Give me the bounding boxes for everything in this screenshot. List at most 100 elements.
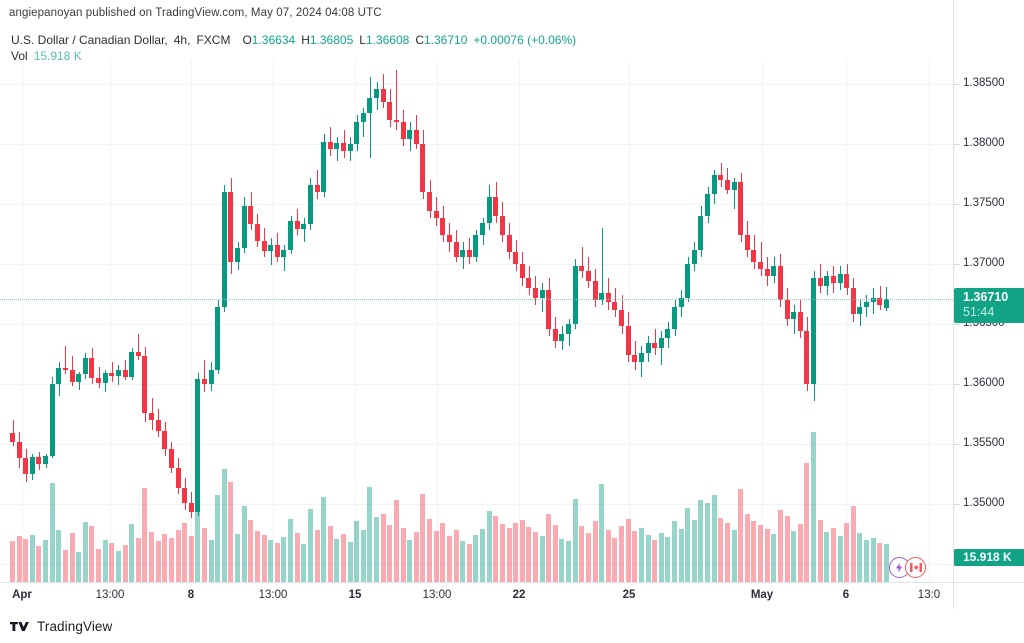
volume-bar (327, 525, 333, 582)
volume-bar (672, 520, 677, 582)
candle-body (771, 266, 777, 276)
candle-body (182, 488, 188, 503)
candle-body (446, 235, 452, 243)
candle-body (268, 244, 274, 251)
candle-body (274, 244, 280, 257)
legend-interval[interactable]: 4h (173, 33, 188, 47)
gridline-vertical (929, 60, 930, 582)
candle-body (784, 300, 790, 320)
volume-bar (857, 532, 863, 582)
volume-bar (235, 533, 241, 582)
candle-body (698, 216, 704, 250)
candle-body (579, 266, 585, 272)
volume-bar (771, 533, 777, 582)
candle-body (261, 241, 267, 251)
candle-wick (204, 360, 205, 393)
legend-exchange: FXCM (196, 33, 231, 47)
candle-wick (271, 237, 272, 266)
legend-low-label: L (359, 33, 366, 47)
candle-body (519, 264, 525, 279)
volume-bar (407, 539, 413, 582)
current-price-line (0, 299, 953, 300)
candle-body (374, 88, 380, 99)
price-tick-mark (954, 144, 960, 145)
volume-bar (268, 539, 274, 582)
candle-body (738, 182, 744, 236)
volume-bar (877, 542, 883, 582)
volume-bar (804, 463, 810, 582)
volume-bar (400, 527, 406, 582)
volume-bar (811, 432, 817, 582)
candle-body (115, 369, 121, 376)
volume-bar (341, 533, 346, 582)
time-axis[interactable]: Apr 13:00 8 13:00 15 13:00 22 25 May 6 13:0 (0, 582, 1024, 609)
volume-bar (162, 533, 168, 582)
price-tick-mark (954, 324, 960, 325)
candle-body (347, 144, 353, 152)
tradingview-footer-logo[interactable]: TradingView (10, 619, 112, 634)
volume-bar (539, 535, 545, 582)
candle-body (208, 369, 214, 384)
volume-bar (221, 469, 227, 582)
volume-bar (281, 536, 287, 582)
volume-bar (506, 527, 512, 582)
gridline-vertical (355, 60, 356, 582)
candle-body (413, 129, 419, 144)
volume-bar (96, 548, 102, 582)
volume-bar (850, 505, 856, 582)
candle-body (307, 184, 313, 225)
candle-wick (542, 283, 543, 312)
chart-plot-area[interactable] (0, 60, 953, 582)
volume-bar (155, 540, 161, 582)
candle-body (228, 192, 234, 262)
legend-symbol-name[interactable]: U.S. Dollar / Canadian Dollar (11, 33, 165, 47)
candle-body (82, 357, 88, 375)
candle-body (201, 379, 207, 384)
time-tick-label: 13:0 (917, 589, 941, 601)
candle-wick (661, 331, 662, 365)
volume-bar (698, 500, 704, 582)
volume-bar (142, 488, 148, 582)
current-price-badge[interactable]: 1.36710 51:44 (954, 287, 1024, 323)
volume-bar (228, 482, 234, 582)
candle-body (334, 142, 340, 149)
candle-body (539, 290, 545, 298)
candle-body (466, 249, 472, 257)
candle-body (62, 368, 68, 370)
candle-body (592, 280, 598, 300)
volume-bar (56, 529, 62, 582)
volume-bar (738, 489, 744, 582)
candle-body (149, 412, 155, 420)
candle-body (122, 369, 128, 377)
candle-wick (794, 304, 795, 334)
volume-bar (215, 495, 221, 582)
volume-bar (254, 530, 260, 582)
candle-body (36, 457, 42, 465)
volume-bar (758, 524, 764, 582)
volume-value-badge[interactable]: 15.918 K (954, 549, 1024, 566)
volume-bar (321, 497, 327, 582)
candle-wick (337, 136, 338, 161)
candle-body (360, 112, 366, 123)
candle-body (493, 196, 499, 216)
price-axis[interactable]: 1.38500 1.38000 1.37500 1.37000 1.36500 1.360… (953, 0, 1024, 600)
canada-economic-event-marker[interactable] (905, 557, 926, 578)
volume-bar (10, 540, 15, 582)
candle-wick (655, 328, 656, 356)
volume-bar (367, 487, 373, 582)
candle-body (731, 182, 737, 190)
candle-body (764, 268, 770, 276)
candle-body (420, 144, 426, 192)
candle-body (460, 249, 466, 257)
candle-body (109, 373, 115, 376)
gridline-horizontal (0, 144, 953, 145)
volume-bar (135, 537, 141, 582)
volume-bar (43, 539, 49, 582)
chart-legend: U.S. Dollar / Canadian Dollar, 4h, FXCM O1.… (11, 32, 576, 64)
volume-bar (241, 505, 247, 582)
candle-body (705, 194, 711, 216)
volume-bar (122, 544, 128, 582)
volume-bar (288, 518, 294, 582)
volume-bar (29, 534, 35, 582)
volume-bar (89, 525, 95, 582)
